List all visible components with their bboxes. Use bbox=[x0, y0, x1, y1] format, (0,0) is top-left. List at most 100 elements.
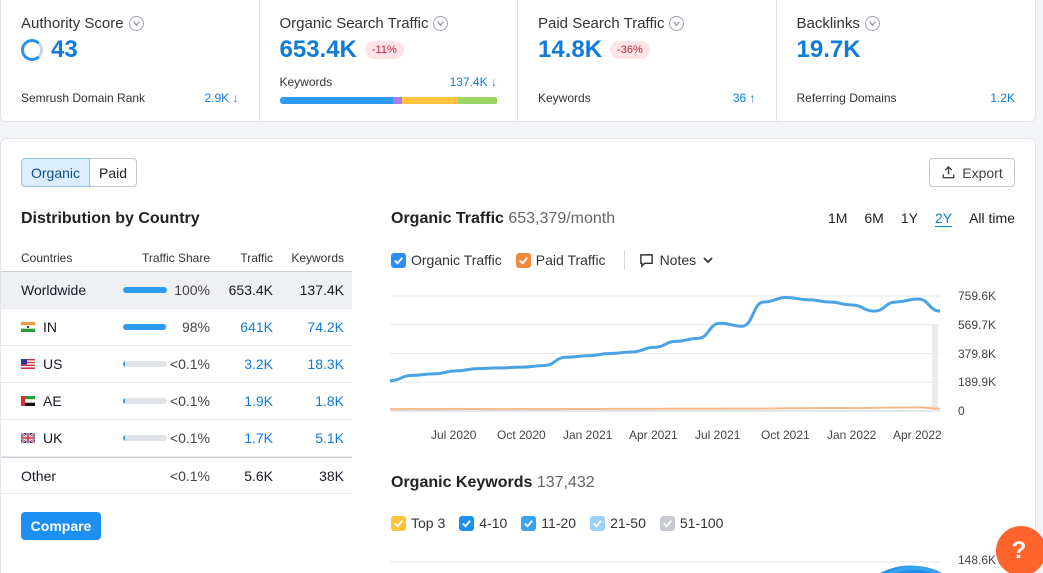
keyword-distribution-bar bbox=[279, 97, 498, 104]
traffic-share-bar bbox=[123, 398, 167, 404]
checkbox-checked-icon bbox=[391, 515, 406, 531]
header-keywords[interactable]: Keywords bbox=[291, 250, 344, 265]
authority-score-card[interactable]: Authority Score 43 Semrush Domain Rank 2… bbox=[1, 0, 260, 121]
country-cell[interactable]: UK bbox=[21, 430, 62, 446]
domain-rank-value[interactable]: 2.9K ↓ bbox=[204, 91, 239, 105]
keywords-cell[interactable]: 1.8K bbox=[315, 393, 344, 409]
traffic-cell[interactable]: 3.2K bbox=[244, 356, 273, 372]
keywords-legend: Top 3 4-10 11-20 21-50 51-100 bbox=[391, 515, 737, 531]
country-cell[interactable]: AE bbox=[21, 393, 62, 409]
compare-button[interactable]: Compare bbox=[21, 512, 101, 540]
country-table: Countries Traffic Share Traffic Keywords… bbox=[1, 244, 352, 494]
legend-paid-traffic[interactable]: Paid Traffic bbox=[515, 252, 606, 268]
x-tick-label: Jul 2020 bbox=[431, 428, 477, 442]
paid-traffic-title: Paid Search Traffic bbox=[538, 15, 685, 32]
organic-keywords-chart[interactable] bbox=[390, 553, 950, 573]
header-countries[interactable]: Countries bbox=[21, 250, 73, 265]
legend-keyword-bucket[interactable]: 21-50 bbox=[590, 515, 646, 531]
organic-keywords-value[interactable]: 137.4K ↓ bbox=[449, 75, 497, 89]
backlinks-value: 19.7K bbox=[796, 36, 861, 63]
y-tick-label: 569.7K bbox=[958, 317, 997, 332]
table-row[interactable]: IN 98% 641K 74.2K bbox=[1, 309, 352, 346]
checkbox-checked-icon bbox=[515, 252, 531, 268]
paid-traffic-line[interactable] bbox=[390, 406, 941, 411]
header-traffic-share[interactable]: Traffic Share bbox=[141, 250, 210, 265]
keywords-cell: 38K bbox=[319, 467, 344, 484]
country-cell[interactable]: IN bbox=[21, 319, 57, 335]
checkbox-checked-icon bbox=[521, 515, 537, 531]
checkbox-checked-icon bbox=[659, 515, 675, 531]
legend-keyword-bucket[interactable]: 11-20 bbox=[521, 515, 576, 531]
traffic-cell[interactable]: 1.9K bbox=[244, 393, 273, 409]
range-option[interactable]: 2Y bbox=[934, 210, 953, 227]
keywords-cell[interactable]: 18.3K bbox=[307, 356, 344, 372]
table-header: Countries Traffic Share Traffic Keywords bbox=[1, 244, 352, 272]
legend-keyword-bucket[interactable]: Top 3 bbox=[391, 515, 445, 531]
table-row[interactable]: UK <0.1% 1.7K 5.1K bbox=[1, 420, 352, 457]
table-row[interactable]: AE <0.1% 1.9K 1.8K bbox=[1, 383, 352, 420]
traffic-cell: 653.4K bbox=[228, 282, 273, 298]
chevron-down-icon bbox=[703, 257, 713, 264]
backlinks-title: Backlinks bbox=[797, 15, 880, 32]
referring-domains-value[interactable]: 1.2K bbox=[990, 91, 1015, 105]
bar-segment-green bbox=[458, 97, 498, 104]
organic-traffic-chart[interactable] bbox=[390, 288, 950, 458]
table-row[interactable]: US <0.1% 3.2K 18.3K bbox=[1, 346, 352, 383]
traffic-cell[interactable]: 1.7K bbox=[244, 430, 273, 446]
export-label: Export bbox=[962, 164, 1003, 181]
tab-organic[interactable]: Organic bbox=[21, 158, 91, 187]
keywords-cell[interactable]: 5.1K bbox=[315, 430, 344, 446]
info-icon[interactable] bbox=[433, 16, 449, 31]
organic-traffic-title: Organic Search Traffic bbox=[280, 15, 449, 32]
domain-rank-label: Semrush Domain Rank bbox=[21, 91, 146, 105]
keywords-cell[interactable]: 74.2K bbox=[307, 319, 344, 335]
tab-paid[interactable]: Paid bbox=[90, 158, 138, 187]
country-cell[interactable]: US bbox=[21, 356, 62, 372]
info-icon[interactable] bbox=[864, 16, 880, 31]
traffic-cell[interactable]: 641K bbox=[240, 319, 273, 335]
traffic-share-bar bbox=[123, 435, 167, 441]
paid-keywords-label: Keywords bbox=[538, 91, 591, 105]
traffic-legend: Organic Traffic Paid Traffic Notes bbox=[391, 250, 714, 270]
legend-keyword-bucket[interactable]: 51-100 bbox=[659, 515, 723, 531]
country-cell: Worldwide bbox=[21, 282, 87, 298]
authority-score-value: 43 bbox=[21, 36, 78, 64]
checkbox-checked-icon bbox=[459, 515, 475, 531]
distribution-title: Distribution by Country bbox=[21, 210, 200, 227]
traffic-share-cell: <0.1% bbox=[169, 393, 210, 409]
info-icon[interactable] bbox=[128, 16, 144, 31]
export-button[interactable]: Export bbox=[929, 158, 1015, 187]
range-option[interactable]: All time bbox=[969, 210, 1015, 226]
summary-cards: Authority Score 43 Semrush Domain Rank 2… bbox=[0, 0, 1036, 122]
range-option[interactable]: 1M bbox=[827, 210, 848, 226]
help-button[interactable]: ? bbox=[996, 526, 1043, 573]
organic-traffic-card[interactable]: Organic Search Traffic 653.4K -11% Keywo… bbox=[260, 0, 518, 121]
traffic-share-bar bbox=[123, 287, 167, 293]
score-donut-icon bbox=[21, 39, 43, 61]
notes-dropdown[interactable]: Notes bbox=[639, 252, 715, 268]
info-icon[interactable] bbox=[669, 16, 685, 31]
checkbox-checked-icon bbox=[590, 515, 606, 531]
export-icon bbox=[942, 165, 955, 179]
paid-traffic-card[interactable]: Paid Search Traffic 14.8K -36% Keywords … bbox=[518, 0, 777, 121]
y-tick-label: 189.9K bbox=[958, 375, 997, 390]
legend-keyword-bucket[interactable]: 4-10 bbox=[459, 515, 507, 531]
organic-traffic-monthly: 653,379/month bbox=[508, 210, 616, 227]
organic-keywords-title: Organic Keywords 137,432 bbox=[391, 474, 595, 491]
paid-change-badge: -36% bbox=[610, 41, 650, 59]
paid-keywords-value[interactable]: 36 ↑ bbox=[732, 91, 756, 105]
backlinks-card[interactable]: Backlinks 19.7K Referring Domains 1.2K bbox=[777, 0, 1036, 121]
note-icon bbox=[639, 253, 653, 268]
flag-uk-icon bbox=[21, 433, 35, 443]
organic-traffic-line[interactable] bbox=[390, 295, 941, 383]
traffic-cell: 5.6K bbox=[244, 467, 273, 484]
legend-organic-traffic[interactable]: Organic Traffic bbox=[391, 252, 502, 268]
bar-segment-yellow bbox=[401, 97, 459, 104]
range-option[interactable]: 1Y bbox=[900, 210, 918, 226]
table-row[interactable]: Other <0.1% 5.6K 38K bbox=[1, 457, 352, 494]
header-traffic[interactable]: Traffic bbox=[240, 250, 273, 265]
table-row[interactable]: Worldwide 100% 653.4K 137.4K bbox=[1, 272, 352, 309]
country-cell: Other bbox=[21, 467, 57, 484]
range-option[interactable]: 6M bbox=[864, 210, 884, 226]
traffic-share-bar bbox=[123, 361, 167, 367]
